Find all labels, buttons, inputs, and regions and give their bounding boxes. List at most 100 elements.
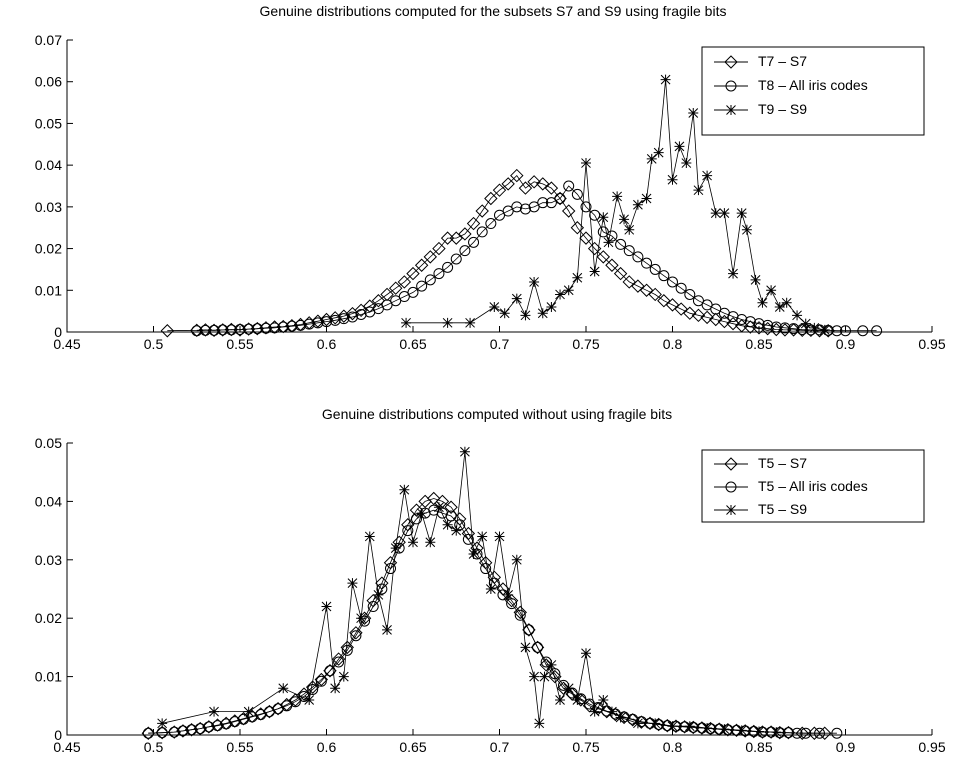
data-point: [781, 297, 792, 308]
y-tick-label: 0.02: [35, 241, 62, 257]
data-point: [414, 258, 429, 272]
data-point: [485, 218, 497, 230]
data-point: [553, 191, 567, 206]
legend-label-t5-s9: T5 – S9: [758, 501, 807, 517]
y-tick-label: 0.06: [35, 74, 62, 90]
data-point: [648, 287, 662, 302]
data-point: [736, 208, 747, 219]
series-group-bottom: [141, 446, 843, 740]
data-point: [545, 197, 557, 209]
data-point: [157, 718, 168, 729]
data-point: [499, 308, 510, 319]
data-point: [736, 725, 747, 736]
data-point: [444, 500, 458, 514]
data-point: [529, 671, 540, 682]
data-point: [277, 321, 289, 333]
data-point: [416, 280, 428, 292]
data-point: [321, 316, 332, 328]
data-point: [572, 694, 583, 705]
data-point: [286, 320, 298, 332]
data-point: [380, 287, 394, 302]
data-point: [555, 289, 566, 300]
data-point: [809, 322, 820, 333]
data-point: [537, 197, 549, 209]
data-point: [217, 324, 229, 336]
data-point: [475, 204, 489, 218]
data-point: [641, 193, 652, 204]
data-point: [177, 725, 189, 737]
data-point: [234, 323, 246, 335]
data-point: [449, 231, 463, 245]
data-point: [398, 291, 410, 303]
data-point: [771, 727, 782, 738]
data-point: [269, 322, 281, 334]
data-point: [782, 727, 794, 739]
data-point: [539, 671, 550, 682]
data-point: [208, 324, 220, 336]
data-point: [728, 268, 739, 279]
data-point: [719, 724, 730, 735]
data-point: [304, 694, 315, 705]
y-tick-label: 0.04: [35, 493, 62, 509]
chart-bottom: Genuine distributions computed without u…: [35, 406, 946, 755]
y-tick-label: 0: [54, 727, 62, 743]
data-point: [641, 257, 653, 269]
data-point: [571, 188, 583, 200]
data-point: [788, 323, 800, 335]
y-tick-label: 0.04: [35, 157, 62, 173]
x-tick-label: 0.95: [918, 739, 945, 755]
data-point: [598, 694, 609, 705]
y-tick-label: 0.07: [35, 32, 62, 48]
data-point: [658, 270, 670, 282]
data-point: [572, 272, 583, 283]
data-point: [674, 302, 688, 316]
data-point: [480, 563, 492, 575]
x-tick-label: 0.9: [836, 336, 856, 352]
y-tick-label: 0.02: [35, 610, 62, 626]
data-point: [632, 718, 643, 729]
data-point: [534, 718, 545, 729]
data-point: [142, 727, 154, 739]
data-point: [323, 664, 337, 678]
data-point: [840, 325, 851, 337]
data-point: [589, 209, 601, 221]
data-point: [397, 275, 412, 289]
data-point: [544, 181, 559, 195]
data-point: [800, 318, 811, 329]
x-tick-label: 0.55: [226, 336, 253, 352]
data-point: [688, 108, 699, 118]
data-point: [503, 589, 514, 600]
data-point: [581, 158, 591, 169]
data-point: [615, 238, 627, 250]
data-point: [563, 180, 575, 192]
chart-title-top: Genuine distributions computed for the s…: [260, 3, 727, 19]
data-point: [563, 285, 574, 296]
data-point: [667, 174, 678, 185]
data-point: [563, 683, 574, 694]
legend-label-t5-all-iris-codes: T5 – All iris codes: [758, 478, 868, 494]
series-star: [401, 74, 830, 335]
data-point: [800, 727, 812, 739]
data-point: [649, 263, 661, 275]
data-point: [653, 147, 664, 158]
data-point: [465, 317, 476, 328]
data-point: [489, 301, 500, 312]
data-point: [580, 201, 592, 213]
data-point: [442, 317, 453, 328]
data-point: [324, 665, 336, 677]
data-point: [303, 318, 315, 330]
data-point: [243, 706, 254, 717]
data-point: [613, 266, 628, 281]
x-tick-label: 0.95: [918, 336, 945, 352]
y-tick-label: 0.05: [35, 435, 62, 451]
data-point: [667, 276, 678, 288]
data-point: [168, 726, 180, 738]
data-point: [341, 644, 353, 656]
data-point: [160, 324, 175, 338]
x-tick-label: 0.45: [53, 336, 80, 352]
data-point: [315, 675, 327, 687]
data-point: [701, 299, 713, 311]
data-point: [667, 721, 678, 732]
data-point: [459, 446, 470, 457]
legend-bottom: T5 – S7 T5 – All iris codes T5 – S9: [701, 449, 925, 523]
